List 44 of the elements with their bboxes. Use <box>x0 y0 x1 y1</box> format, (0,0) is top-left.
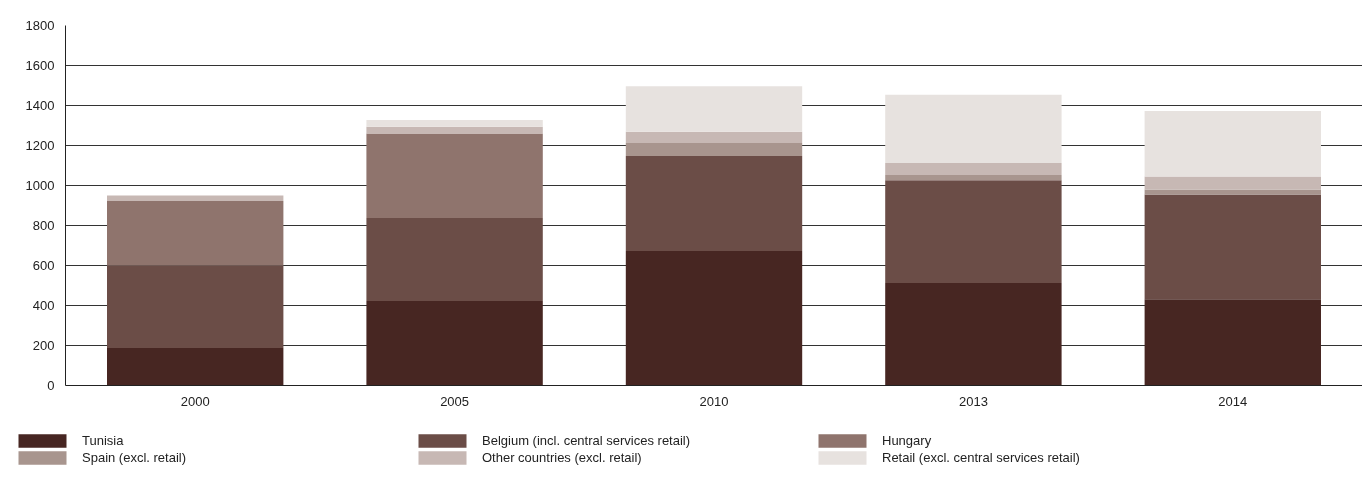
y-tick-label: 1600 <box>25 58 55 73</box>
bar <box>107 201 284 266</box>
bar <box>366 119 543 127</box>
bar <box>1144 189 1321 195</box>
bar <box>366 300 543 386</box>
y-tick-label: 1200 <box>25 138 55 153</box>
bar <box>625 131 803 143</box>
x-tick-label: 2010 <box>699 393 729 409</box>
bar <box>885 94 1062 164</box>
x-tick-label: 2014 <box>1218 393 1248 409</box>
bar <box>625 86 803 132</box>
legend-label: Spain (excl. retail) <box>82 449 188 466</box>
y-tick-label: 1800 <box>25 18 55 33</box>
bar <box>107 348 284 386</box>
bar <box>885 282 1062 386</box>
bar <box>885 174 1062 181</box>
y-tick-label: 1000 <box>25 178 55 193</box>
y-tick-label: 1400 <box>25 98 55 113</box>
y-tick-label: 0 <box>47 378 55 393</box>
bar <box>1144 111 1321 177</box>
bar <box>366 218 543 301</box>
y-tick-label: 600 <box>32 258 55 273</box>
bar <box>625 155 803 251</box>
y-tick-label: 200 <box>32 338 55 353</box>
legend-label: Belgium (incl. central services retail) <box>482 432 692 449</box>
bar <box>1144 299 1321 386</box>
bar <box>366 126 543 134</box>
y-tick-label: 400 <box>32 298 55 313</box>
y-tick-label: 800 <box>32 218 55 233</box>
legend-label: Hungary <box>882 432 933 449</box>
bar <box>885 163 1062 175</box>
legend-label: Other countries (excl. retail) <box>482 449 643 466</box>
bar <box>1144 194 1321 300</box>
x-tick-label: 2000 <box>180 393 210 409</box>
bar <box>1144 176 1321 190</box>
x-tick-label: 2013 <box>958 393 988 409</box>
bar <box>625 250 803 386</box>
bar <box>366 133 543 219</box>
legend-label: Tunisia <box>82 432 125 449</box>
x-tick-label: 2005 <box>440 393 470 409</box>
bar <box>625 142 803 156</box>
bar <box>885 180 1062 283</box>
bar <box>107 265 284 349</box>
legend-label: Retail (excl. central services retail) <box>882 449 1081 466</box>
